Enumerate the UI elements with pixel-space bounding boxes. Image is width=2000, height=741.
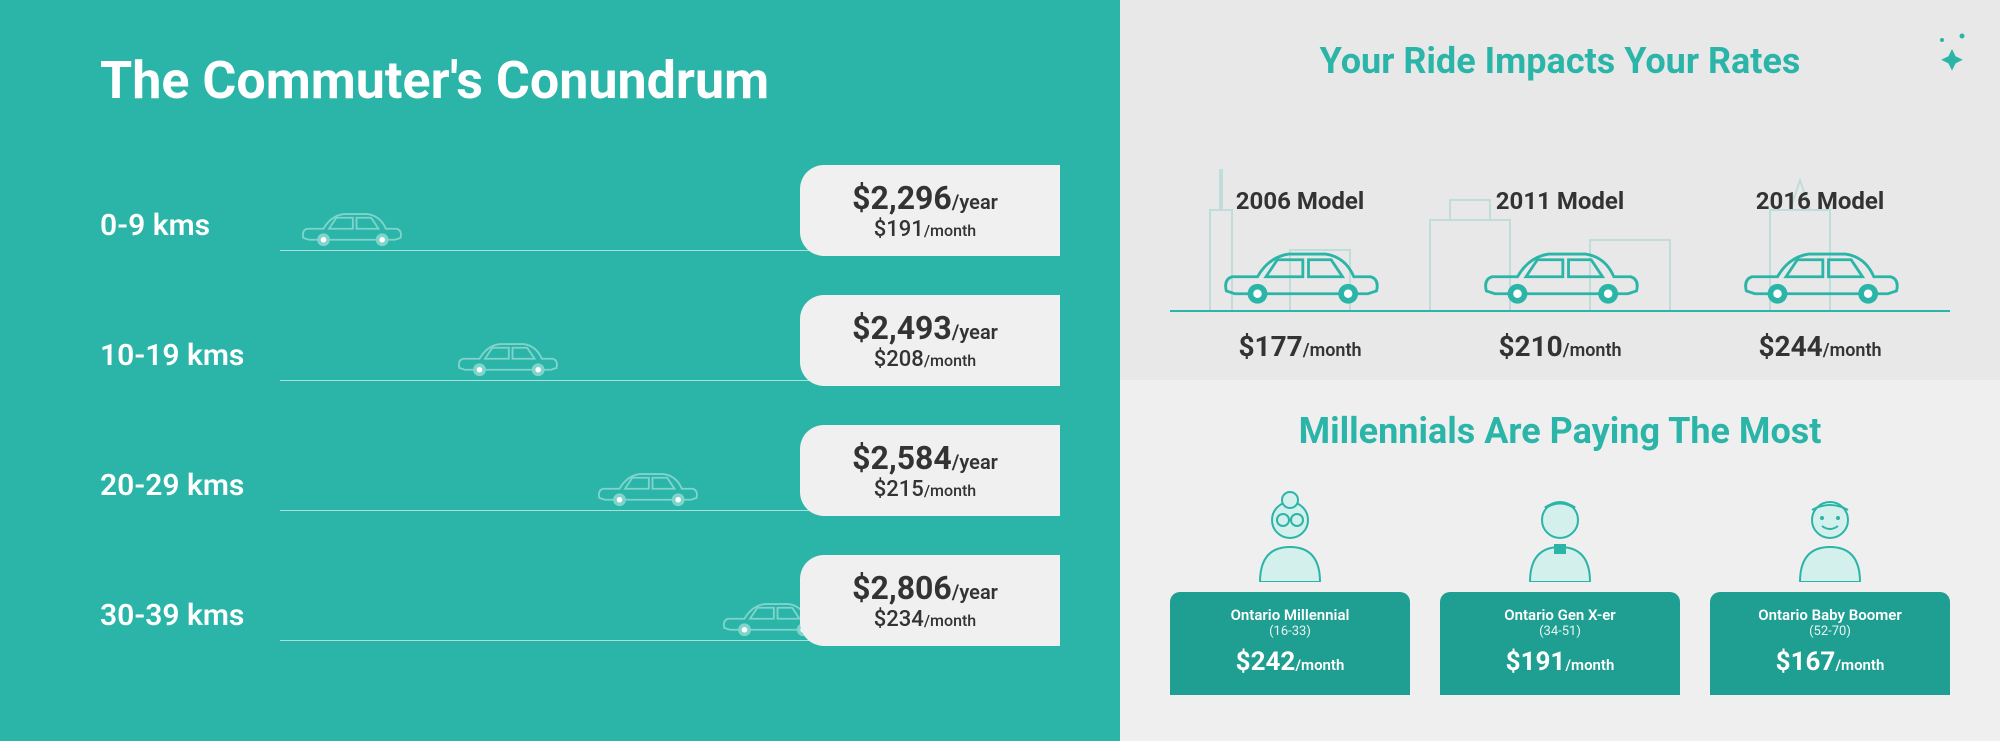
price-box: $2,493/year $208/month: [800, 295, 1060, 386]
price-month: $208/month: [830, 347, 1020, 372]
avatar-icon: [1240, 482, 1340, 582]
car-icon: [1215, 235, 1385, 310]
generation-name: Ontario Gen X-er: [1450, 606, 1670, 624]
commuter-panel: The Commuter's Conundrum 0-9 kms $2,296/…: [0, 0, 1120, 741]
car-icon: [592, 462, 702, 510]
model-column: 2011 Model: [1430, 187, 1690, 310]
generations-row: Ontario Millennial (16-33) $242/month On…: [1170, 482, 1950, 695]
generation-name: Ontario Millennial: [1180, 606, 1400, 624]
commute-row: 20-29 kms $2,584/year $215/month: [100, 411, 1060, 511]
generation-age: (34-51): [1450, 624, 1670, 639]
price-year: $2,806/year: [830, 569, 1020, 607]
car-icon: [452, 332, 562, 380]
car-icon: [296, 202, 406, 250]
price-year: $2,493/year: [830, 309, 1020, 347]
commuter-title: The Commuter's Conundrum: [100, 50, 1060, 111]
models-prices: $177/month$210/month$244/month: [1170, 312, 1950, 363]
model-column: 2006 Model: [1170, 187, 1430, 310]
car-icon: [1475, 235, 1645, 310]
price-month: $215/month: [830, 477, 1020, 502]
price-year: $2,584/year: [830, 439, 1020, 477]
price-month: $234/month: [830, 607, 1020, 632]
sparkle-icon: [1930, 30, 1970, 84]
price-box: $2,806/year $234/month: [800, 555, 1060, 646]
right-panel: Your Ride Impacts Your Rates 2006 Model: [1120, 0, 2000, 741]
ride-impacts-panel: Your Ride Impacts Your Rates 2006 Model: [1120, 0, 2000, 380]
commute-rows: 0-9 kms $2,296/year $191/month 10-19 kms: [100, 151, 1060, 641]
price-box: $2,296/year $191/month: [800, 165, 1060, 256]
model-label: 2011 Model: [1430, 187, 1690, 215]
generation-card: Ontario Baby Boomer (52-70) $167/month: [1710, 592, 1950, 695]
model-label: 2006 Model: [1170, 187, 1430, 215]
commute-row: 30-39 kms $2,806/year $234/month: [100, 541, 1060, 641]
ride-impacts-title: Your Ride Impacts Your Rates: [1170, 40, 1950, 82]
infographic-container: The Commuter's Conundrum 0-9 kms $2,296/…: [0, 0, 2000, 741]
model-price: $210/month: [1430, 330, 1690, 363]
price-box: $2,584/year $215/month: [800, 425, 1060, 516]
model-label: 2016 Model: [1690, 187, 1950, 215]
model-column: 2016 Model: [1690, 187, 1950, 310]
model-price: $177/month: [1170, 330, 1430, 363]
price-month: $191/month: [830, 217, 1020, 242]
generation-price: $191/month: [1450, 647, 1670, 677]
model-price: $244/month: [1690, 330, 1950, 363]
commute-range-label: 20-29 kms: [100, 468, 280, 511]
avatar-icon: [1510, 482, 1610, 582]
generation-column: Ontario Baby Boomer (52-70) $167/month: [1710, 482, 1950, 695]
commute-range-label: 30-39 kms: [100, 598, 280, 641]
generation-age: (16-33): [1180, 624, 1400, 639]
millennials-title: Millennials Are Paying The Most: [1170, 410, 1950, 452]
generation-price: $242/month: [1180, 647, 1400, 677]
generation-price: $167/month: [1720, 647, 1940, 677]
generation-name: Ontario Baby Boomer: [1720, 606, 1940, 624]
generation-card: Ontario Gen X-er (34-51) $191/month: [1440, 592, 1680, 695]
commute-row: 10-19 kms $2,493/year $208/month: [100, 281, 1060, 381]
price-year: $2,296/year: [830, 179, 1020, 217]
avatar-icon: [1780, 482, 1880, 582]
generation-column: Ontario Gen X-er (34-51) $191/month: [1440, 482, 1680, 695]
car-icon: [1735, 235, 1905, 310]
models-row: 2006 Model 2011 Model 2016 Model: [1170, 112, 1950, 312]
generation-age: (52-70): [1720, 624, 1940, 639]
commute-range-label: 0-9 kms: [100, 208, 280, 251]
commute-range-label: 10-19 kms: [100, 338, 280, 381]
generation-column: Ontario Millennial (16-33) $242/month: [1170, 482, 1410, 695]
millennials-panel: Millennials Are Paying The Most Ontario …: [1120, 380, 2000, 741]
commute-row: 0-9 kms $2,296/year $191/month: [100, 151, 1060, 251]
generation-card: Ontario Millennial (16-33) $242/month: [1170, 592, 1410, 695]
